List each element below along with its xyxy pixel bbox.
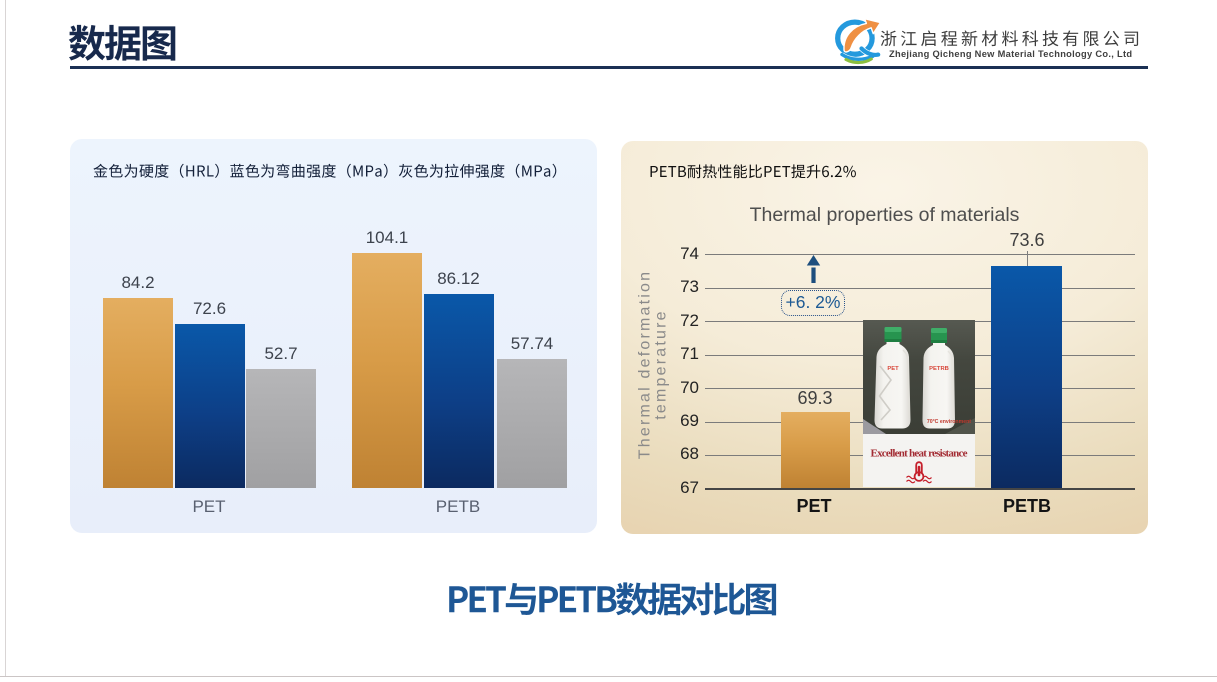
svg-text:70°C environment: 70°C environment [926,419,970,425]
svg-text:PET: PET [887,366,899,372]
svg-text:PETRB: PETRB [929,366,949,372]
svg-text:Excellent heat resistance: Excellent heat resistance [870,447,967,459]
